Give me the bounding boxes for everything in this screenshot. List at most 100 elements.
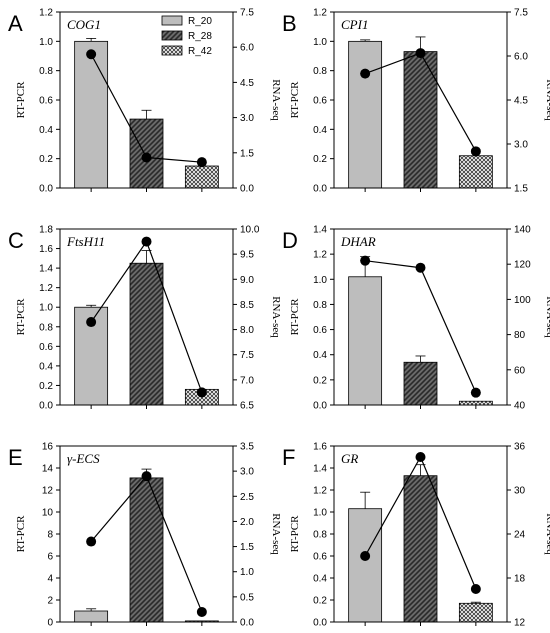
y-tick-label-a-1: 0.2 — [39, 154, 53, 165]
y2-tick-label-b-3: 6.0 — [514, 52, 528, 63]
y2-tick-label-c-6: 9.5 — [240, 250, 254, 261]
y-tick-label-d-5: 1.0 — [313, 275, 327, 286]
y2-tick-label-d-1: 60 — [514, 365, 526, 376]
y2-tick-label-e-4: 2.0 — [240, 517, 254, 528]
y-axis-title-c: RT-PCR — [15, 298, 27, 336]
bar-a-1 — [74, 40, 109, 189]
rna-seq-point-e-2 — [141, 471, 152, 482]
y-tick-label-a-4: 0.8 — [39, 66, 53, 77]
y-tick-label-c-5: 1.0 — [39, 303, 53, 314]
bar-e-1 — [74, 610, 109, 623]
rna-seq-point-b-2 — [415, 48, 426, 59]
y2-tick-label-d-4: 120 — [514, 260, 531, 271]
panel-b: 0.0 0.2 0.4 0.6 0.8 1.0 1.2 1.5 3.0 4.5 6.0 7.5 RT-P… — [282, 8, 550, 195]
y-tick-label-f-6: 1.2 — [313, 486, 327, 497]
y2-tick-label-c-0: 6.5 — [240, 401, 254, 412]
y-tick-label-c-4: 0.8 — [39, 322, 53, 333]
y-tick-label-a-5: 1.0 — [39, 37, 53, 48]
panel-a: 0.0 0.2 0.4 0.6 0.8 1.0 1.2 0.0 1.5 3.0 4.5 6.0 7.5 R… — [8, 8, 282, 195]
rna-seq-point-c-3 — [196, 387, 207, 398]
y2-tick-label-b-0: 1.5 — [514, 184, 528, 195]
y-tick-label-b-2: 0.4 — [313, 125, 327, 136]
y-tick-label-a-6: 1.2 — [39, 8, 53, 19]
y2-tick-label-d-5: 140 — [514, 225, 531, 236]
y2-axis-title-f: RNA-seq — [544, 513, 550, 555]
y2-tick-label-e-3: 1.5 — [240, 542, 254, 553]
y-tick-label-c-3: 0.6 — [39, 342, 53, 353]
bar-f-1 — [348, 508, 383, 623]
y2-tick-label-b-4: 7.5 — [514, 8, 528, 19]
y2-tick-label-e-1: 0.5 — [240, 592, 254, 603]
y-tick-label-f-5: 1.0 — [313, 508, 327, 519]
y2-tick-label-a-3: 4.5 — [240, 78, 254, 89]
y-tick-label-d-2: 0.4 — [313, 350, 327, 361]
y-tick-label-c-7: 1.4 — [39, 264, 53, 275]
y2-tick-label-e-5: 2.5 — [240, 492, 254, 503]
panel-letter-b: B — [282, 11, 297, 36]
rna-seq-point-f-1 — [360, 551, 371, 561]
bar-b-2 — [403, 51, 438, 189]
y-tick-label-f-2: 0.4 — [313, 574, 327, 585]
bar-d-3 — [458, 400, 493, 406]
gene-label-f: GR — [341, 451, 358, 466]
rna-seq-point-f-2 — [415, 452, 426, 462]
rna-seq-point-d-2 — [415, 262, 426, 273]
y2-axis-title-a: RNA-seq — [270, 79, 282, 121]
y-tick-label-e-6: 12 — [42, 486, 54, 497]
rna-seq-point-e-1 — [86, 536, 97, 547]
y2-tick-label-b-2: 4.5 — [514, 96, 528, 107]
y-tick-label-b-5: 1.0 — [313, 37, 327, 48]
y-axis-title-b: RT-PCR — [289, 81, 301, 119]
legend-label-r28: R_28 — [188, 31, 212, 42]
y2-tick-label-e-2: 1.0 — [240, 567, 254, 578]
y-tick-label-c-2: 0.4 — [39, 361, 53, 372]
gene-label-e: γ-ECS — [67, 451, 100, 466]
bar-a-3 — [184, 165, 219, 189]
y-tick-label-e-3: 6 — [47, 552, 53, 563]
legend: R_20 R_28 R_42 — [161, 15, 212, 57]
legend-swatch-r28 — [161, 30, 183, 41]
y2-tick-label-f-4: 36 — [514, 442, 526, 453]
y-tick-label-e-7: 14 — [42, 464, 54, 475]
bar-d-1 — [348, 276, 383, 406]
rna-seq-point-a-1 — [86, 49, 97, 60]
y2-tick-label-a-0: 0.0 — [240, 184, 254, 195]
y-tick-label-a-3: 0.6 — [39, 96, 53, 107]
legend-swatch-r20 — [161, 15, 183, 26]
rna-seq-point-a-3 — [196, 157, 207, 168]
y-tick-label-c-0: 0.0 — [39, 401, 53, 412]
y-tick-label-d-0: 0.0 — [313, 401, 327, 412]
y2-axis-title-d: RNA-seq — [544, 296, 550, 338]
panel-letter-a: A — [8, 11, 23, 36]
y-tick-label-e-1: 2 — [47, 596, 53, 607]
bar-c-2 — [129, 262, 164, 406]
y-tick-label-f-8: 1.6 — [313, 442, 327, 453]
rna-seq-point-b-1 — [360, 68, 371, 79]
y2-tick-label-f-1: 18 — [514, 574, 526, 585]
gene-label-b: CPI1 — [341, 17, 368, 32]
y2-tick-label-c-2: 7.5 — [240, 350, 254, 361]
y2-tick-label-c-7: 10.0 — [240, 225, 260, 236]
y2-tick-label-d-2: 80 — [514, 330, 526, 341]
y-tick-label-d-7: 1.4 — [313, 225, 327, 236]
y-tick-label-d-6: 1.2 — [313, 250, 327, 261]
gene-label-c: FtsH11 — [66, 234, 105, 249]
y2-tick-label-c-4: 8.5 — [240, 300, 254, 311]
y2-tick-label-a-1: 1.5 — [240, 148, 254, 159]
y2-tick-label-b-1: 3.0 — [514, 140, 528, 151]
bar-b-3 — [458, 155, 493, 189]
y-tick-label-b-0: 0.0 — [313, 184, 327, 195]
y-tick-label-d-4: 0.8 — [313, 300, 327, 311]
y2-axis-title-e: RNA-seq — [270, 513, 282, 555]
y-tick-label-e-4: 8 — [47, 530, 53, 541]
bar-e-2 — [129, 477, 164, 623]
panel-c: 0.0 0.2 0.4 0.6 0.8 1.0 1.2 1.4 1.6 1.8 6.5 7.0 7.5 8… — [8, 225, 282, 412]
y-tick-label-f-0: 0.0 — [313, 618, 327, 629]
bar-d-2 — [403, 361, 438, 406]
y2-tick-label-e-6: 3.0 — [240, 467, 254, 478]
rna-seq-point-d-3 — [470, 387, 481, 398]
y2-tick-label-d-3: 100 — [514, 295, 531, 306]
gene-label-a: COG1 — [67, 17, 101, 32]
y2-tick-label-a-5: 7.5 — [240, 8, 254, 19]
